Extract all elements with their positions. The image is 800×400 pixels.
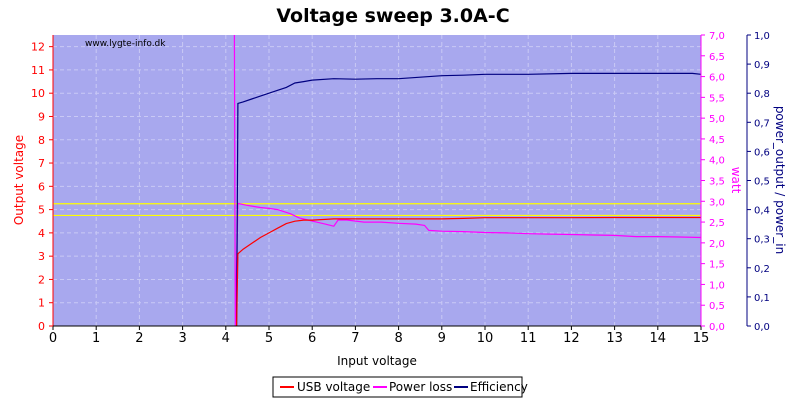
x-tick-label: 10: [477, 331, 494, 346]
y-left-tick-label: 3: [38, 250, 45, 263]
watermark: www.lygte-info.dk: [85, 39, 166, 49]
y-right1-tick-label: 1,5: [709, 260, 725, 271]
x-tick-label: 9: [438, 331, 446, 346]
y-right2-tick-label: 1,0: [754, 31, 770, 42]
y-left-tick-label: 4: [38, 227, 45, 240]
legend-box: [272, 376, 523, 398]
y-right1-tick-label: 6,0: [709, 73, 725, 84]
y-right2-tick-label: 0,1: [754, 293, 770, 304]
x-tick-label: 2: [135, 331, 143, 346]
y-right2-tick-label: 0,7: [754, 118, 770, 129]
y-right1-tick-label: 4,5: [709, 135, 725, 146]
y-right2-tick-label: 0,9: [754, 60, 770, 71]
series-lines: [233, 34, 702, 327]
x-tick-label: 14: [650, 331, 667, 346]
y-right2-tick-label: 0,4: [754, 206, 770, 217]
y-left-tick-label: 7: [38, 157, 45, 170]
y-left-tick-label: 2: [38, 273, 45, 286]
y-left-tick-label: 8: [38, 134, 45, 147]
x-tick-label: 15: [693, 331, 710, 346]
y-right1-tick-label: 3,5: [709, 177, 725, 188]
series-line-usb-voltage: [236, 216, 701, 327]
x-tick-label: 13: [606, 331, 623, 346]
y-left-tick-label: 0: [38, 320, 45, 333]
x-tick-label: 8: [394, 331, 402, 346]
y-left-axis-label: Output voltage: [12, 135, 26, 225]
series-line-efficiency: [236, 72, 702, 327]
y-right2-tick-label: 0,8: [754, 89, 770, 100]
legend: USB voltage Power loss Efficiency: [272, 376, 528, 398]
axes: 0 1 2 3 4 5 6 7 8 9 10 11 12 13 14 1501234567891011120,…: [31, 31, 770, 346]
y-left-tick-label: 10: [31, 87, 45, 100]
y-left-tick-label: 11: [31, 64, 45, 77]
x-tick-label: 7: [351, 331, 359, 346]
x-tick-label: 3: [178, 331, 186, 346]
y-right2-tick-label: 0,6: [754, 147, 770, 158]
x-axis-label: Input voltage: [337, 354, 417, 368]
y-right1-tick-label: 3,0: [709, 197, 725, 208]
x-tick-label: 12: [563, 331, 580, 346]
reference-lines: [53, 203, 701, 217]
x-tick-label: 1: [92, 331, 100, 346]
y-right1-tick-label: 5,0: [709, 114, 725, 125]
y-right2-tick-label: 0,3: [754, 235, 770, 246]
x-tick-label: 4: [222, 331, 230, 346]
y-right2-tick-label: 0,5: [754, 177, 770, 188]
chart-title: Voltage sweep 3.0A-C: [276, 5, 509, 27]
series-line-power-loss: [233, 34, 702, 327]
y-right2-tick-label: 0,0: [754, 322, 770, 333]
y-left-tick-label: 12: [31, 41, 45, 54]
y-right1-tick-label: 0,0: [709, 322, 725, 333]
y-left-tick-label: 1: [38, 297, 45, 310]
y-right1-tick-label: 2,5: [709, 218, 725, 229]
y-left-tick-label: 6: [38, 180, 45, 193]
y-right1-tick-label: 5,5: [709, 93, 725, 104]
y-right1-tick-label: 1,0: [709, 280, 725, 291]
y-right1-axis-label: watt: [729, 167, 743, 194]
y-right1-tick-label: 2,0: [709, 239, 725, 250]
x-tick-label: 5: [265, 331, 273, 346]
grid: [53, 35, 701, 326]
x-tick-label: 11: [520, 331, 537, 346]
legend-label-eff: Efficiency: [470, 380, 528, 394]
y-right2-axis-label: power_output / power_in: [773, 106, 787, 254]
plot-area: [53, 35, 701, 326]
y-right1-tick-label: 4,0: [709, 156, 725, 167]
y-right2-tick-label: 0,2: [754, 264, 770, 275]
y-left-tick-label: 9: [38, 110, 45, 123]
legend-label-loss: Power loss: [389, 380, 452, 394]
y-right1-tick-label: 0,5: [709, 301, 725, 312]
legend-label-usb: USB voltage: [297, 380, 370, 394]
x-tick-label: 6: [308, 331, 316, 346]
y-right1-tick-label: 6,5: [709, 52, 725, 63]
y-left-tick-label: 5: [38, 204, 45, 217]
y-right1-tick-label: 7,0: [709, 31, 725, 42]
x-tick-label: 0: [49, 331, 57, 346]
